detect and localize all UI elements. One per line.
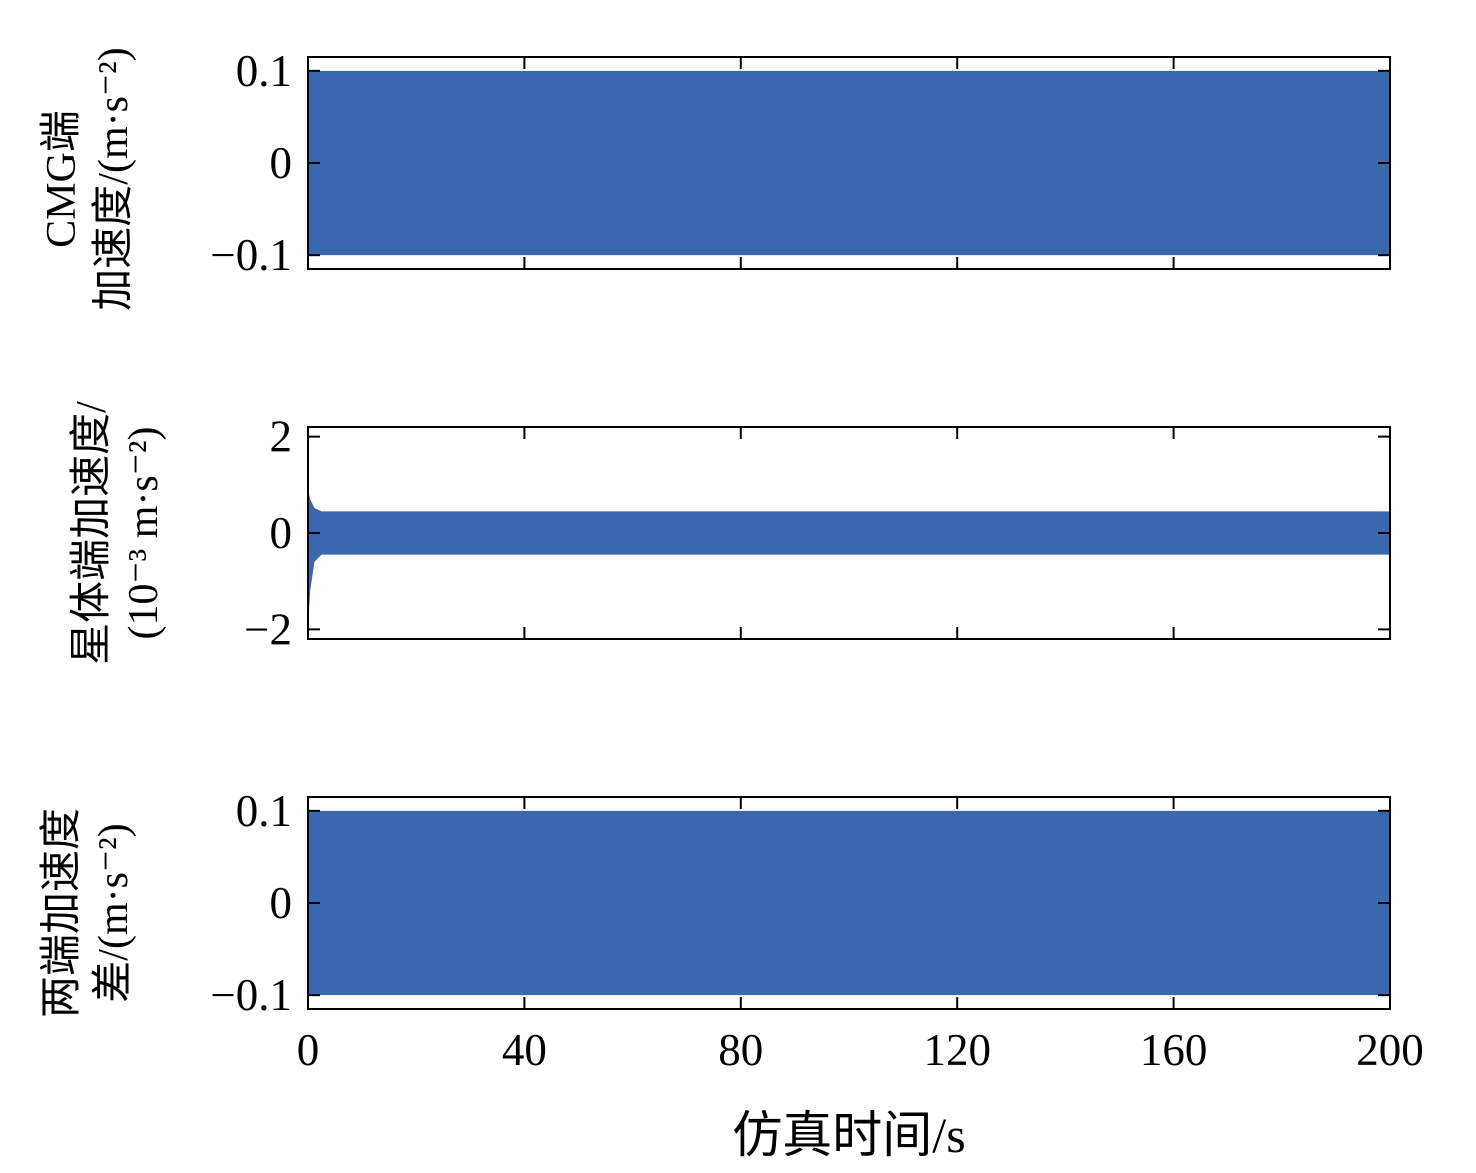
y-tick-label: 2 — [270, 417, 293, 462]
y-tick-label: −2 — [244, 604, 292, 649]
subplot-1-plot-area: 0.1 0 −0.1 — [210, 47, 1391, 279]
data-band — [308, 810, 1390, 996]
y-tick-label: 0 — [270, 508, 293, 558]
x-tick-label: 80 — [718, 1025, 763, 1075]
x-axis-title: 仿真时间/s — [732, 1107, 966, 1163]
x-tick-label: 40 — [502, 1025, 547, 1075]
y-tick-label: 0.1 — [236, 47, 292, 96]
x-tick-label: 120 — [923, 1025, 991, 1075]
x-tick-label: 200 — [1356, 1025, 1424, 1075]
y-tick-label: 0 — [270, 138, 293, 188]
y-tick-label: 0.1 — [236, 787, 292, 836]
data-band — [308, 489, 1390, 630]
x-tick-label: 160 — [1140, 1025, 1208, 1075]
data-band — [308, 70, 1390, 256]
y-tick-label: −0.1 — [210, 230, 292, 279]
subplot-2-plot-area: 2 0 −2 — [244, 417, 1391, 649]
y-tick-label: −0.1 — [210, 970, 292, 1020]
x-tick-label: 0 — [297, 1025, 320, 1075]
y-tick-label: 0 — [270, 878, 293, 928]
